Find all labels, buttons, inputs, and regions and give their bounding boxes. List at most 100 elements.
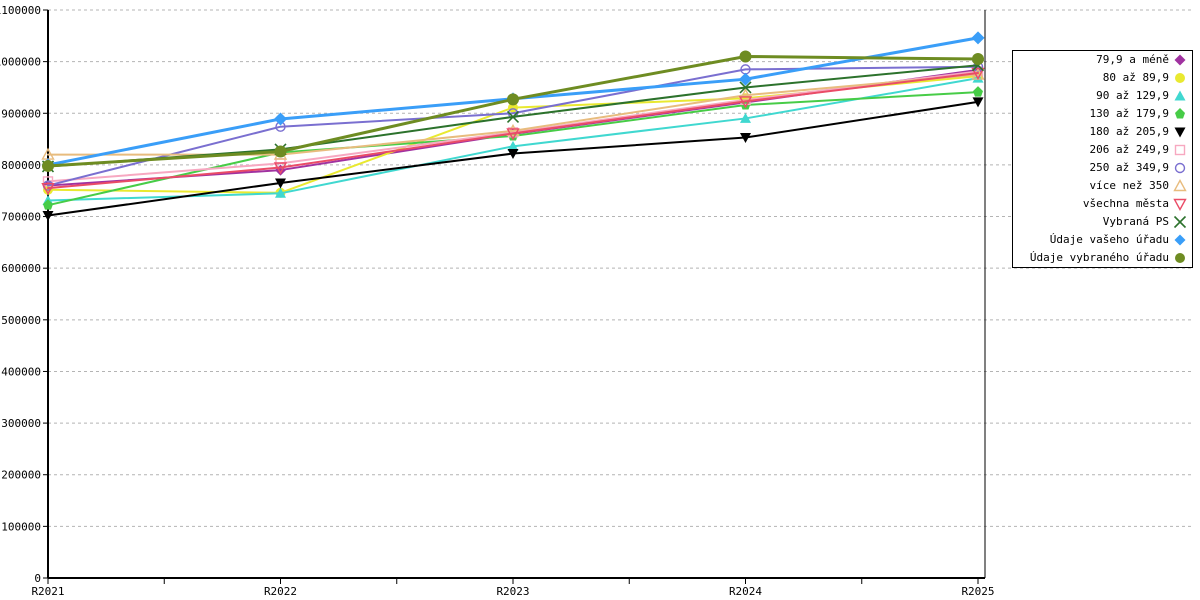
legend-marker-icon: [1173, 179, 1187, 192]
marker-circle-filled: [1175, 73, 1185, 83]
legend-item: všechna města: [1013, 195, 1192, 213]
legend-item: více než 350: [1013, 177, 1192, 195]
x-tick-label: R2025: [961, 585, 994, 598]
legend-item: Údaje vybraného úřadu: [1013, 249, 1192, 267]
legend-marker-icon: [1174, 162, 1186, 174]
legend-label: Vybraná PS: [1102, 215, 1169, 228]
legend-item: 250 až 349,9: [1013, 159, 1192, 177]
marker-triangle-up-open: [506, 123, 520, 137]
marker-circle-filled: [507, 93, 519, 106]
legend-marker-icon: [1175, 253, 1185, 263]
legend-marker-icon: [1174, 234, 1186, 246]
legend-label: 180 až 205,9: [1089, 125, 1169, 138]
marker-triangle-down-open: [971, 67, 985, 80]
y-tick-label: 200000: [1, 469, 41, 482]
legend-item: 80 až 89,9: [1013, 69, 1192, 87]
marker-triangle-down-filled: [507, 149, 519, 160]
legend-item: 79,9 a méně: [1013, 51, 1192, 69]
x-tick-label: R2024: [729, 585, 762, 598]
marker-diamond-filled: [1174, 234, 1186, 246]
marker-triangle-down-open: [41, 182, 55, 196]
marker-triangle-up-filled: [1174, 90, 1186, 101]
marker-triangle-up-filled: [275, 187, 286, 198]
marker-diamond-filled: [274, 112, 287, 126]
marker-triangle-down-open: [273, 162, 288, 175]
marker-diamond-filled: [1174, 54, 1186, 66]
legend-marker-icon: [1173, 215, 1187, 229]
legend-label: Údaje vašeho úřadu: [1049, 233, 1169, 246]
series-markers-8: [41, 67, 985, 196]
marker-diamond-filled: [739, 72, 752, 86]
y-tick-label: 0: [34, 572, 41, 585]
marker-pentagon-filled: [43, 199, 53, 210]
marker-triangle-down-filled: [275, 178, 286, 189]
legend-marker-icon: [1174, 90, 1186, 101]
legend-marker-icon: [1175, 108, 1185, 119]
series-markers-11: [42, 50, 984, 172]
y-tick-label: 600000: [1, 262, 41, 275]
legend-marker-icon: [1173, 198, 1187, 211]
legend-label: všechna města: [1082, 197, 1169, 210]
legend-marker-icon: [1175, 73, 1185, 83]
legend-marker-icon: [1174, 144, 1186, 156]
legend-item: 206 až 249,9: [1013, 141, 1192, 159]
y-tick-label: 100000: [1, 520, 41, 533]
y-tick-label: 1000000: [0, 56, 41, 69]
y-tick-label: 300000: [1, 417, 41, 430]
marker-circle-filled: [972, 53, 984, 66]
marker-triangle-up-open: [1173, 179, 1187, 192]
legend-item: 130 až 179,9: [1013, 105, 1192, 123]
y-tick-label: 800000: [1, 159, 41, 172]
legend: 79,9 a méně 80 až 89,9 90 až 129,9 130 až 1…: [1012, 50, 1193, 268]
marker-triangle-down-open: [1173, 198, 1187, 211]
series-markers-4: [42, 97, 984, 222]
marker-triangle-up-filled: [740, 112, 751, 123]
x-tick-label: R2023: [496, 585, 529, 598]
legend-marker-icon: [1174, 127, 1186, 138]
marker-triangle-down-filled: [740, 133, 751, 144]
marker-square-open: [1174, 144, 1186, 156]
marker-x-cross: [1173, 215, 1187, 229]
legend-label: 79,9 a méně: [1096, 53, 1169, 66]
marker-circle-filled: [42, 159, 54, 172]
marker-triangle-down-open: [506, 128, 520, 141]
x-tick-label: R2021: [31, 585, 64, 598]
marker-diamond-filled: [971, 31, 985, 45]
legend-item: Údaje vašeho úřadu: [1013, 231, 1192, 249]
marker-triangle-down-filled: [1174, 127, 1186, 138]
marker-triangle-down-filled: [42, 211, 54, 222]
legend-item: Vybraná PS: [1013, 213, 1192, 231]
legend-label: 130 až 179,9: [1089, 107, 1169, 120]
legend-marker-icon: [1174, 54, 1186, 66]
y-tick-label: 900000: [1, 107, 41, 120]
legend-label: více než 350: [1089, 179, 1169, 192]
legend-label: 250 až 349,9: [1089, 161, 1169, 174]
legend-label: 80 až 89,9: [1102, 71, 1169, 84]
marker-triangle-up-open: [738, 88, 753, 101]
legend-label: Údaje vybraného úřadu: [1029, 251, 1169, 264]
y-tick-label: 1100000: [0, 4, 41, 17]
legend-label: 90 až 129,9: [1096, 89, 1169, 102]
marker-pentagon-filled: [1175, 108, 1185, 119]
marker-circle-filled: [739, 50, 752, 63]
marker-pentagon-filled: [973, 86, 983, 97]
y-tick-label: 500000: [1, 314, 41, 327]
marker-triangle-down-filled: [972, 97, 984, 108]
x-tick-label: R2022: [264, 585, 297, 598]
marker-triangle-up-filled: [507, 140, 519, 151]
series-line-6: [47, 65, 979, 187]
y-tick-label: 700000: [1, 211, 41, 224]
marker-triangle-down-open: [738, 96, 753, 109]
marker-circle-filled: [1175, 253, 1185, 263]
marker-circle-filled: [274, 145, 287, 158]
y-tick-label: 400000: [1, 365, 41, 378]
series-line-8: [47, 71, 979, 190]
series-line-5: [47, 70, 979, 183]
marker-x-cross: [506, 110, 520, 123]
legend-item: 90 až 129,9: [1013, 87, 1192, 105]
marker-x-cross: [739, 81, 752, 94]
legend-item: 180 až 205,9: [1013, 123, 1192, 141]
legend-label: 206 až 249,9: [1089, 143, 1169, 156]
